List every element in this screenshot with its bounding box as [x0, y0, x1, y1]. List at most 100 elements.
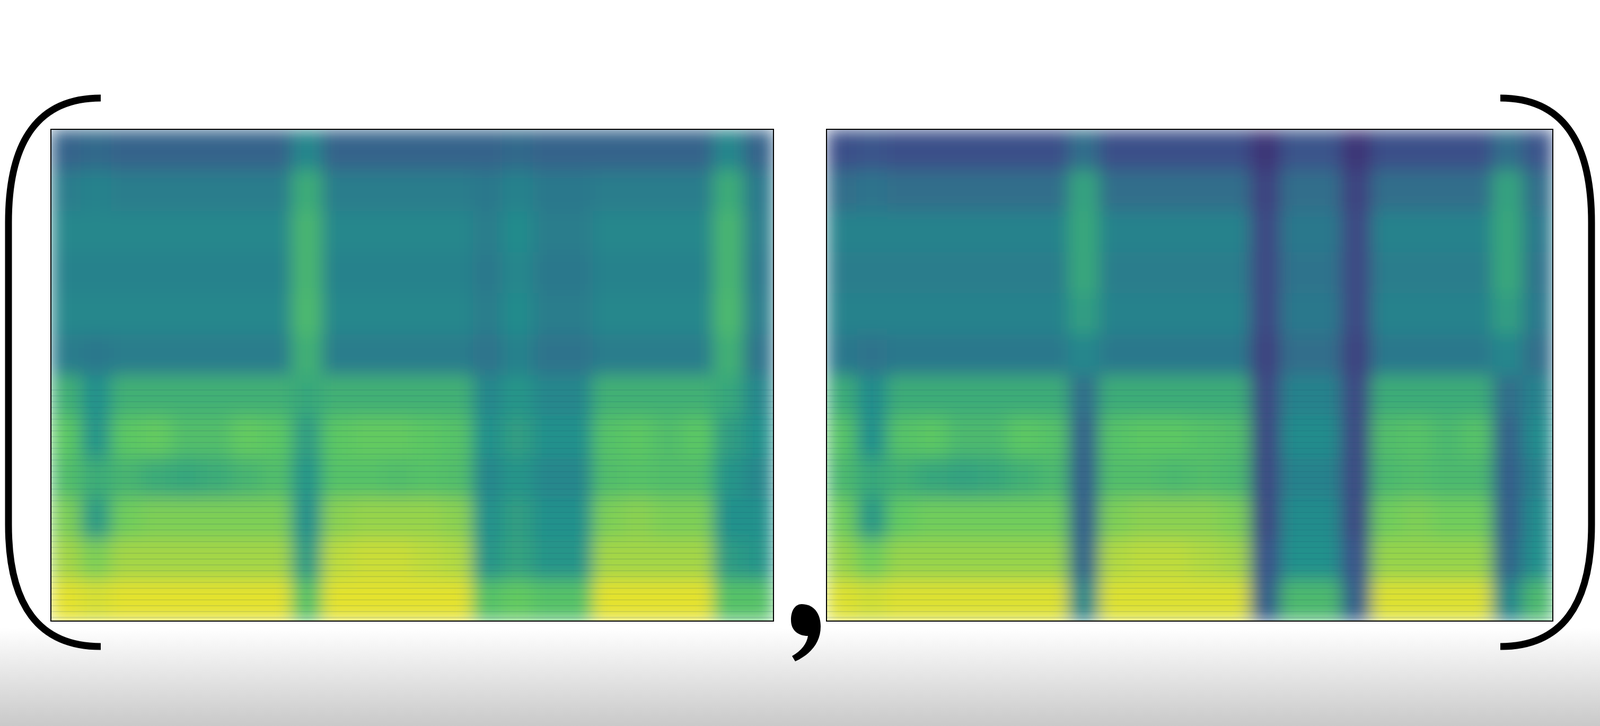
- cell: [917, 252, 948, 294]
- cell: [1522, 252, 1553, 294]
- cell: [977, 334, 1009, 376]
- cell: [141, 334, 172, 376]
- cell: [1462, 170, 1493, 212]
- cell: [622, 211, 654, 253]
- cell: [1431, 129, 1463, 171]
- cell: [1340, 334, 1372, 376]
- cell: [171, 129, 202, 171]
- cell: [1250, 129, 1281, 171]
- cell: [1038, 211, 1070, 253]
- cell: [1462, 293, 1493, 335]
- cell: [1401, 170, 1433, 212]
- cell: [442, 334, 473, 376]
- cell: [1068, 170, 1100, 212]
- cell: [261, 252, 293, 294]
- cell: [1159, 170, 1191, 212]
- cell: [442, 252, 473, 294]
- cell: [1250, 334, 1281, 376]
- cell: [171, 211, 202, 253]
- cell: [683, 252, 715, 294]
- cell: [1310, 211, 1342, 253]
- cell: [1129, 211, 1160, 253]
- cell: [1068, 334, 1100, 376]
- cell: [562, 211, 594, 253]
- cell: [1008, 252, 1040, 294]
- cell: [743, 252, 774, 294]
- cell: [412, 334, 444, 376]
- harmonic-texture: [50, 385, 774, 622]
- cell: [592, 129, 624, 171]
- cell: [1310, 170, 1342, 212]
- cell: [502, 170, 534, 212]
- cell: [1008, 129, 1040, 171]
- cell: [713, 170, 744, 212]
- cell: [81, 129, 112, 171]
- cell: [171, 170, 202, 212]
- cell: [947, 293, 979, 335]
- cell: [977, 252, 1009, 294]
- cell: [1431, 252, 1463, 294]
- cell: [1219, 293, 1251, 335]
- cell: [382, 293, 413, 335]
- cell: [352, 334, 383, 376]
- cell: [856, 334, 888, 376]
- cell: [1159, 129, 1191, 171]
- cell: [201, 293, 233, 335]
- cell: [1310, 252, 1342, 294]
- cell: [1189, 129, 1221, 171]
- cell: [1340, 252, 1372, 294]
- cell: [532, 211, 564, 253]
- cell: [1189, 252, 1221, 294]
- cell: [442, 170, 473, 212]
- cell: [1129, 129, 1160, 171]
- cell: [743, 293, 774, 335]
- cell: [412, 211, 444, 253]
- cell: [1401, 334, 1433, 376]
- cell: [886, 334, 918, 376]
- cell: [1340, 293, 1372, 335]
- cell: [81, 293, 112, 335]
- cell: [141, 252, 172, 294]
- cell: [1129, 334, 1160, 376]
- cell: [826, 334, 858, 376]
- cell: [472, 211, 504, 253]
- cell: [947, 170, 979, 212]
- cell: [562, 293, 594, 335]
- cell: [352, 293, 383, 335]
- cell: [141, 129, 172, 171]
- cell: [1340, 129, 1372, 171]
- cell: [1219, 129, 1251, 171]
- cell: [291, 129, 323, 171]
- cell: [826, 170, 858, 212]
- cell: [856, 252, 888, 294]
- cell: [261, 293, 293, 335]
- cell: [171, 293, 202, 335]
- cell: [1431, 211, 1463, 253]
- cell: [1099, 129, 1130, 171]
- cell: [886, 170, 918, 212]
- cell: [1219, 334, 1251, 376]
- harmonic-texture: [826, 385, 1553, 622]
- cell: [382, 252, 413, 294]
- cell: [622, 252, 654, 294]
- cell: [321, 252, 353, 294]
- cell: [1492, 252, 1524, 294]
- cell: [592, 170, 624, 212]
- cell: [532, 334, 564, 376]
- cell: [1371, 334, 1403, 376]
- cell: [321, 129, 353, 171]
- cell: [977, 211, 1009, 253]
- cell: [261, 129, 293, 171]
- cell: [1371, 170, 1403, 212]
- cell: [856, 129, 888, 171]
- cell: [50, 334, 82, 376]
- cell: [352, 211, 383, 253]
- cell: [653, 334, 684, 376]
- cell: [1280, 293, 1312, 335]
- cell: [532, 293, 564, 335]
- cell: [713, 129, 744, 171]
- cell: [1129, 170, 1160, 212]
- cell: [231, 170, 263, 212]
- cell: [111, 252, 143, 294]
- cell: [1462, 129, 1493, 171]
